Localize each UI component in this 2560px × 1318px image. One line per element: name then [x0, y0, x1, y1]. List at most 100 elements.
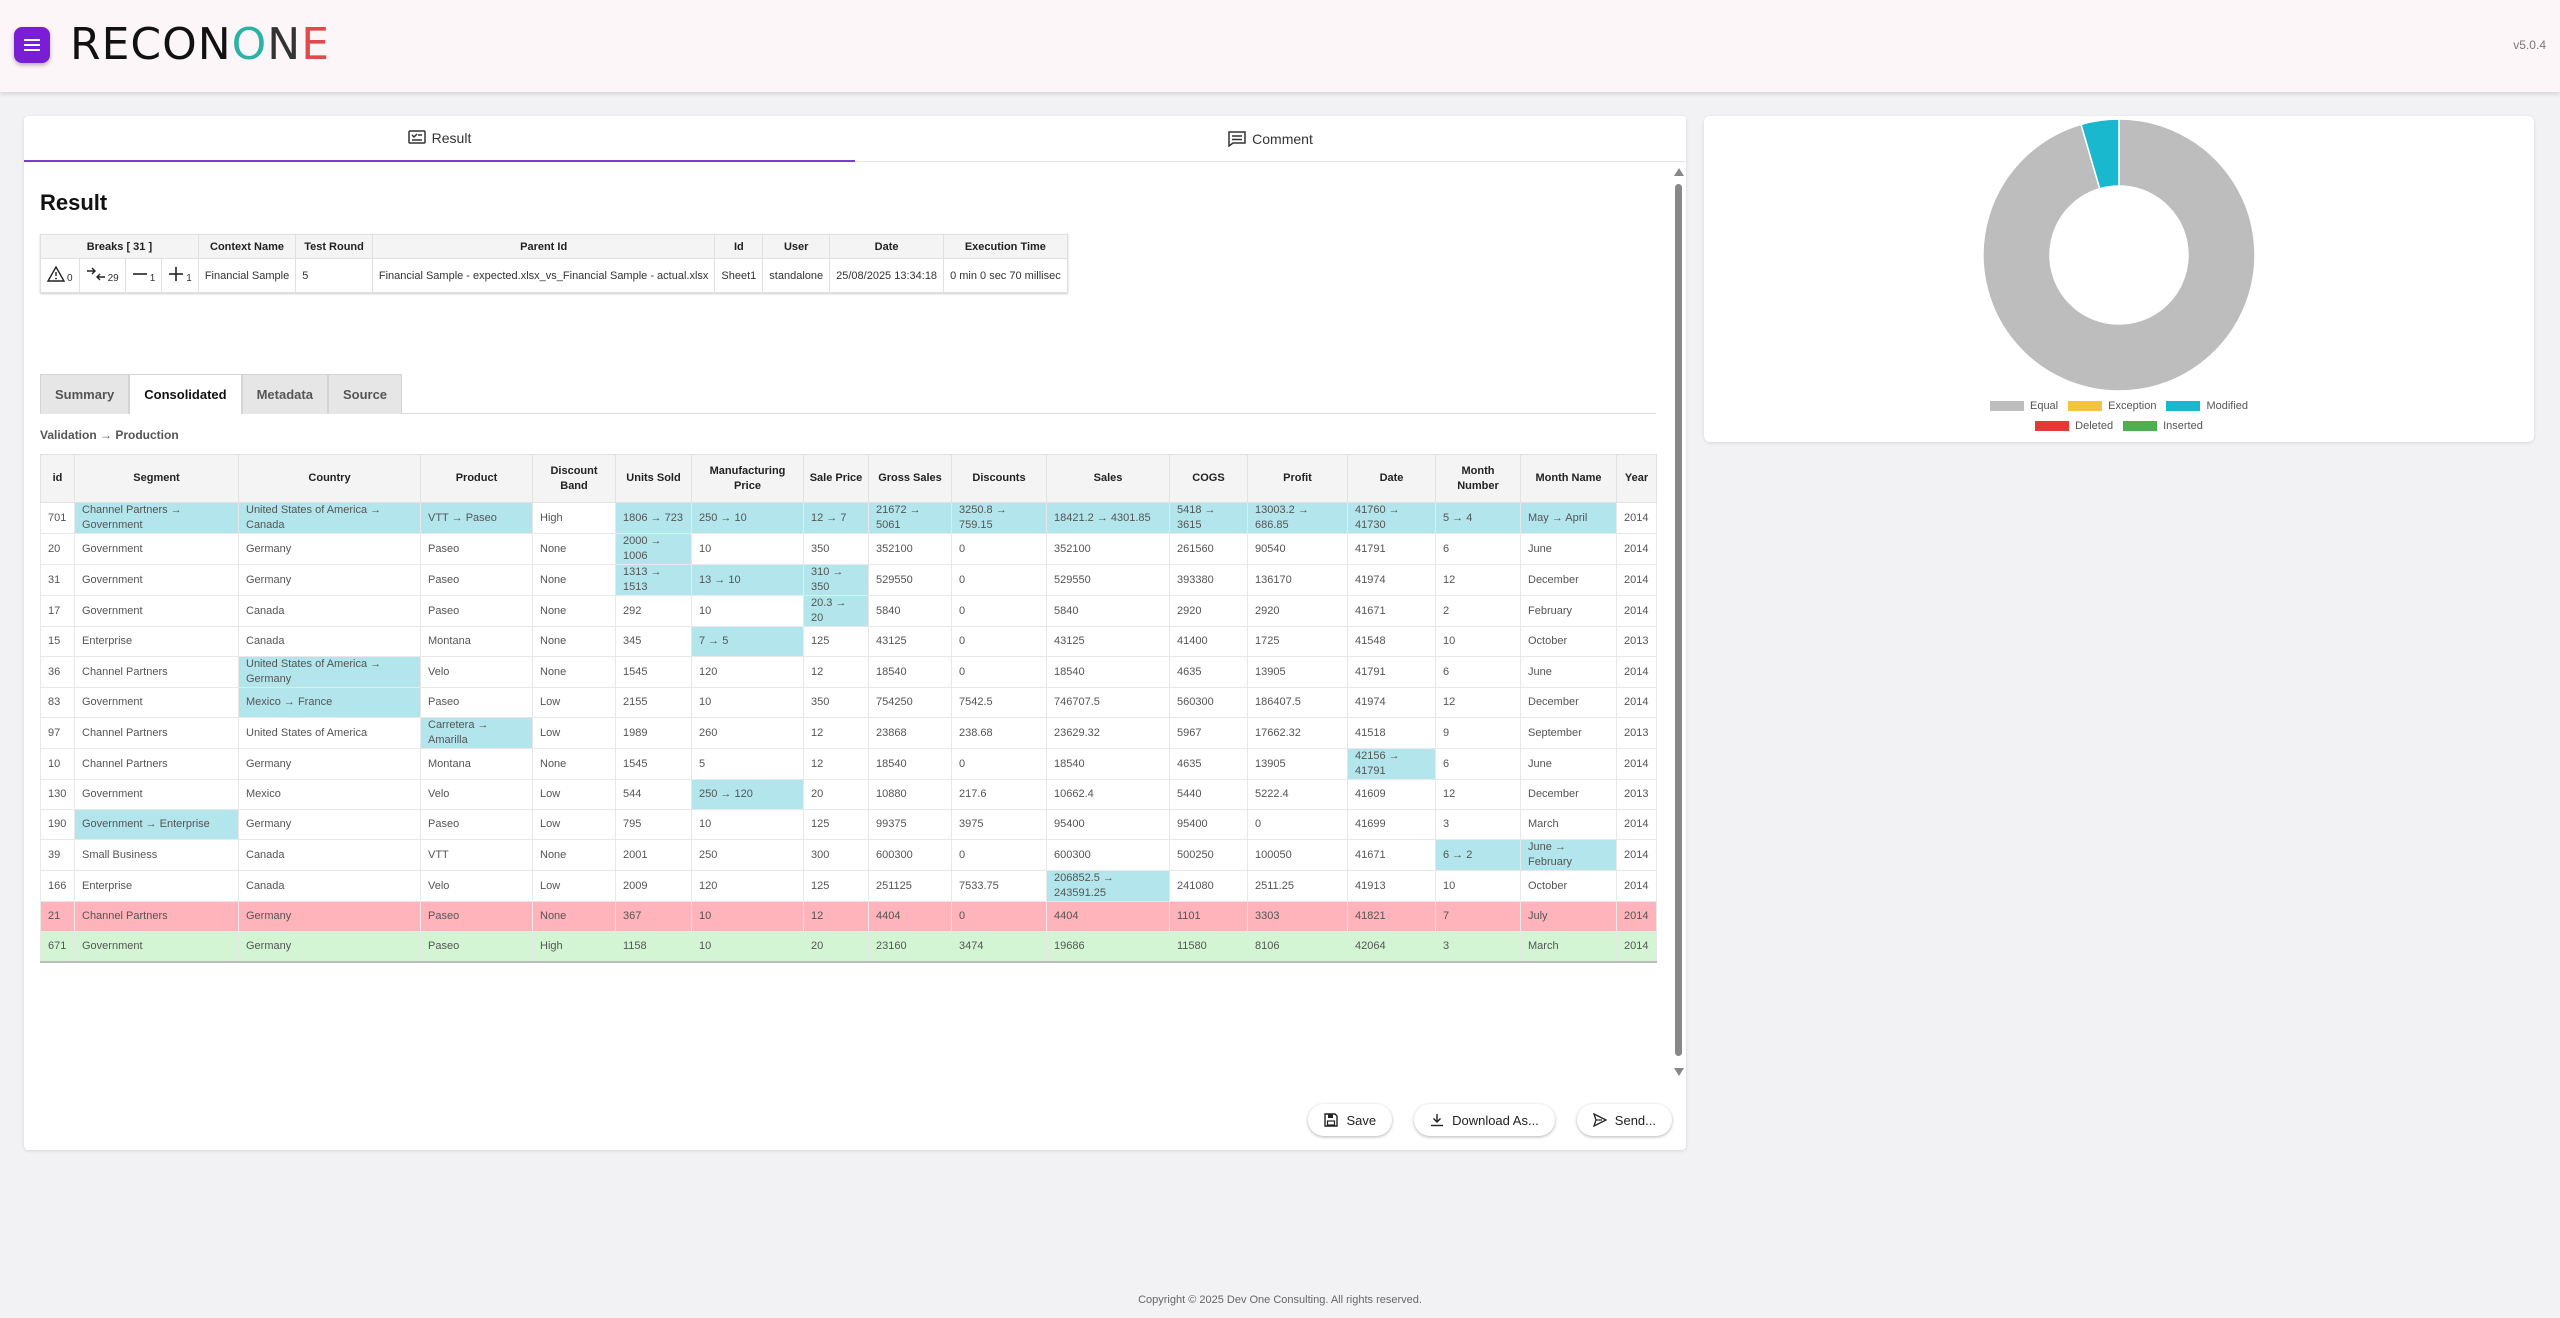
tab-source[interactable]: Source [327, 374, 403, 414]
table-row[interactable]: 97 Channel Partners United States of Ameri… [40, 717, 1657, 749]
version-label: v5.0.4 [2513, 38, 2546, 52]
table-cell: None [532, 656, 616, 688]
column-header[interactable]: Sales [1046, 454, 1170, 503]
changed-cell: VTT → Paseo [420, 502, 533, 534]
column-header[interactable]: Discount Band [532, 454, 616, 503]
table-cell: 350 [803, 533, 869, 565]
send-button[interactable]: Send... [1576, 1104, 1672, 1136]
table-cell: 17662.32 [1247, 717, 1348, 749]
changed-cell: Carretera → Amarilla [420, 717, 533, 749]
table-row[interactable]: 39 Small Business Canada VTT None 2001 250 300 6… [40, 839, 1657, 871]
sub-tabs: Summary Consolidated Metadata Source [40, 374, 1656, 414]
legend-item-inserted[interactable]: Inserted [2123, 420, 2203, 432]
tab-result[interactable]: Result [24, 116, 855, 162]
pie-slice-equal[interactable] [1982, 118, 2256, 392]
table-cell: None [532, 626, 616, 657]
table-row[interactable]: 190 Government → Enterprise Germany Paseo Lo… [40, 809, 1657, 840]
table-row[interactable]: 17 Government Canada Paseo None 292 10 20.3 → 2… [40, 595, 1657, 627]
column-header[interactable]: id [40, 454, 75, 503]
menu-button[interactable] [14, 27, 50, 63]
tab-summary[interactable]: Summary [40, 374, 130, 414]
table-row[interactable]: 15 Enterprise Canada Montana None 345 7 → 5 125… [40, 626, 1657, 657]
table-cell: July [1520, 901, 1617, 932]
table-cell: 0 [951, 564, 1047, 596]
column-header[interactable]: Gross Sales [868, 454, 952, 503]
table-cell: 10 [1435, 870, 1521, 902]
tab-comment[interactable]: Comment [855, 116, 1686, 162]
tab-metadata[interactable]: Metadata [241, 374, 328, 414]
table-row[interactable]: 21 Channel Partners Germany Paseo None 367 10 1… [40, 901, 1657, 932]
table-cell: March [1520, 809, 1617, 840]
table-cell: 251125 [868, 870, 952, 902]
table-cell: 6 [1435, 656, 1521, 688]
table-cell: Small Business [74, 839, 239, 871]
table-cell: 125 [803, 809, 869, 840]
table-cell: 10 [691, 687, 804, 718]
table-row[interactable]: 83 Government Mexico → France Paseo Low 2155 1… [40, 687, 1657, 718]
table-cell: Paseo [420, 901, 533, 932]
table-cell: 5222.4 [1247, 779, 1348, 810]
column-header[interactable]: Country [238, 454, 421, 503]
legend-item-deleted[interactable]: Deleted [2035, 420, 2113, 432]
table-cell: 10 [40, 748, 75, 780]
table-cell: Government [74, 931, 239, 962]
column-header[interactable]: Discounts [951, 454, 1047, 503]
table-cell: 90540 [1247, 533, 1348, 565]
tab-consolidated[interactable]: Consolidated [129, 374, 242, 414]
sheet-id: Sheet1 [714, 258, 764, 293]
column-header[interactable]: Profit [1247, 454, 1348, 503]
table-cell: 41671 [1347, 595, 1436, 627]
column-header[interactable]: Manufacturing Price [691, 454, 804, 503]
download-icon [1431, 1114, 1444, 1127]
changed-cell: 18421.2 → 4301.85 [1046, 502, 1170, 534]
column-header[interactable]: Month Number [1435, 454, 1521, 503]
table-cell: 95400 [1169, 809, 1248, 840]
table-cell: 2014 [1616, 687, 1657, 718]
info-header: User [762, 234, 831, 259]
table-cell: 3 [1435, 809, 1521, 840]
table-cell: 97 [40, 717, 75, 749]
scroll-down-arrow[interactable] [1674, 1068, 1684, 1076]
pie-slice-modified[interactable] [2080, 118, 2120, 190]
column-header[interactable]: Year [1616, 454, 1657, 503]
table-row[interactable]: 130 Government Mexico Velo Low 544 250 → 120 20… [40, 779, 1657, 810]
column-header[interactable]: Month Name [1520, 454, 1617, 503]
column-header[interactable]: Segment [74, 454, 239, 503]
column-header[interactable]: COGS [1169, 454, 1248, 503]
changed-cell: 5418 → 3615 [1169, 502, 1248, 534]
table-row[interactable]: 36 Channel Partners United States of Ameri… [40, 656, 1657, 688]
table-row[interactable]: 31 Government Germany Paseo None 1313 → 1513 1… [40, 564, 1657, 596]
save-button[interactable]: Save [1308, 1104, 1393, 1136]
download-button[interactable]: Download As... [1414, 1104, 1555, 1136]
table-cell: Montana [420, 748, 533, 780]
column-header[interactable]: Product [420, 454, 533, 503]
legend-item-equal[interactable]: Equal [1989, 400, 2058, 412]
changed-cell: June → February [1520, 839, 1617, 871]
table-cell: 5 [691, 748, 804, 780]
table-cell: 671 [40, 931, 75, 962]
table-row[interactable]: 701 Channel Partners → Government United S… [40, 502, 1657, 534]
legend-label: Deleted [2075, 420, 2114, 432]
changed-cell: 1806 → 723 [615, 502, 692, 534]
table-row[interactable]: 671 Government Germany Paseo High 1158 10 20 231… [40, 931, 1657, 962]
scrollbar-thumb[interactable] [1675, 184, 1682, 1056]
info-header: Test Round [295, 234, 373, 259]
table-cell: 20 [40, 533, 75, 565]
table-cell: Channel Partners [74, 748, 239, 780]
table-cell: Enterprise [74, 870, 239, 902]
table-cell: 2155 [615, 687, 692, 718]
table-cell: 10880 [868, 779, 952, 810]
table-row[interactable]: 20 Government Germany Paseo None 2000 → 1006 1… [40, 533, 1657, 565]
column-header[interactable]: Sale Price [803, 454, 869, 503]
table-cell: Low [532, 870, 616, 902]
table-cell: 41671 [1347, 839, 1436, 871]
table-cell: 746707.5 [1046, 687, 1170, 718]
scroll-up-arrow[interactable] [1674, 168, 1684, 176]
table-row[interactable]: 10 Channel Partners Germany Montana None 1545… [40, 748, 1657, 780]
column-header[interactable]: Date [1347, 454, 1436, 503]
table-row[interactable]: 166 Enterprise Canada Velo Low 2009 120 125 2511… [40, 870, 1657, 902]
legend-item-exception[interactable]: Exception [2068, 400, 2156, 412]
table-cell: Low [532, 779, 616, 810]
legend-item-modified[interactable]: Modified [2166, 400, 2248, 412]
column-header[interactable]: Units Sold [615, 454, 692, 503]
